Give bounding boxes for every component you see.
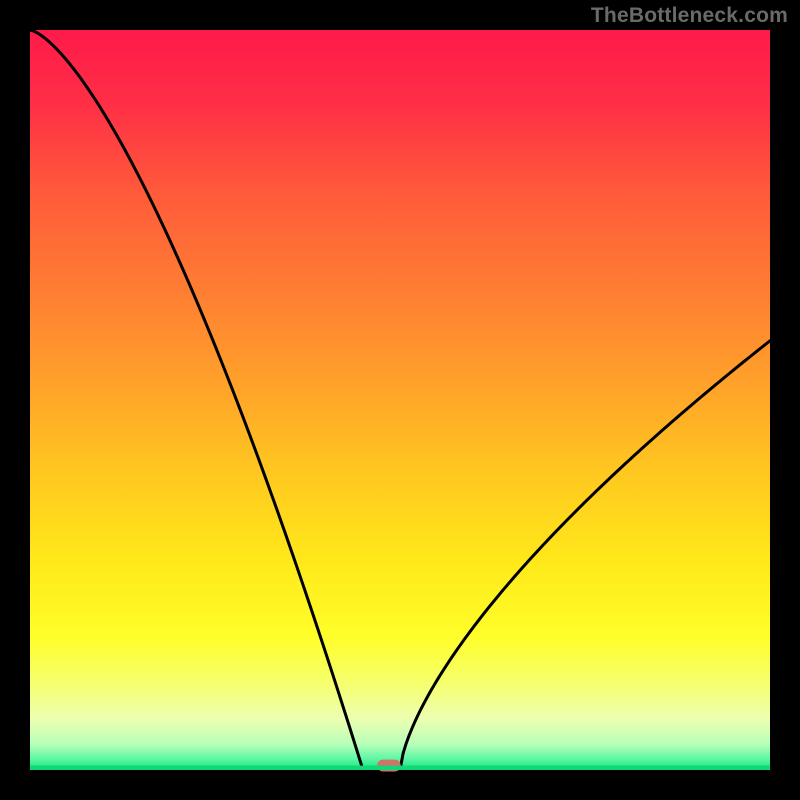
plot-background [30, 30, 770, 770]
baseline-band [30, 766, 770, 770]
bottleneck-chart [0, 0, 800, 800]
chart-container: TheBottleneck.com [0, 0, 800, 800]
